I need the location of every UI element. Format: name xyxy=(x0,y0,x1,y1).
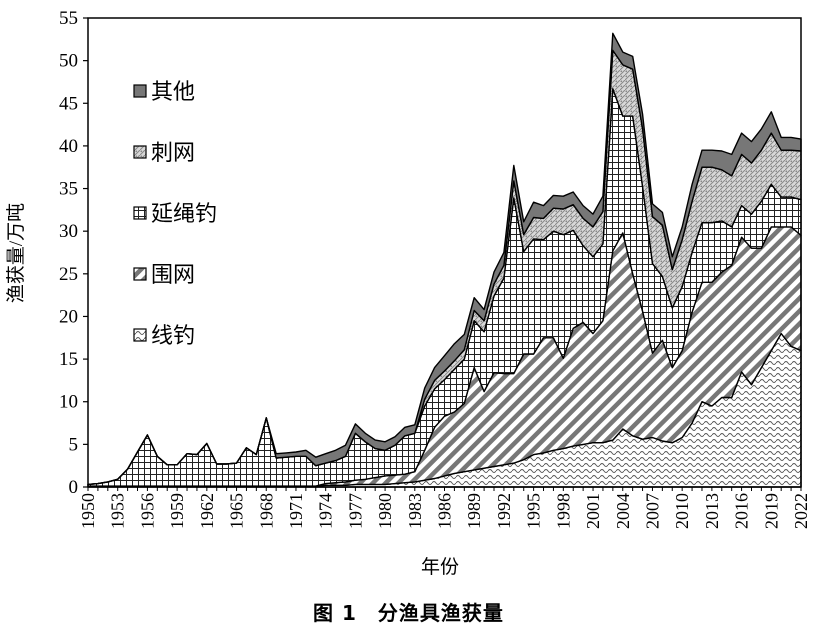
y-tick-label: 30 xyxy=(59,221,78,242)
legend-swatch xyxy=(133,84,147,98)
y-tick-label: 25 xyxy=(59,264,78,285)
legend-label: 围网 xyxy=(151,262,195,287)
x-tick-label: 1992 xyxy=(494,493,514,529)
y-tick-label: 5 xyxy=(69,434,79,455)
legend-label: 线钓 xyxy=(151,323,195,348)
legend-swatch xyxy=(133,145,147,159)
x-tick-label: 1983 xyxy=(405,493,425,529)
x-tick-label: 1971 xyxy=(286,493,306,529)
x-axis-label: 年份 xyxy=(421,556,459,578)
x-tick-label: 1974 xyxy=(316,493,336,529)
x-tick-label: 1959 xyxy=(167,493,187,529)
y-tick-label: 40 xyxy=(59,136,78,157)
x-tick-label: 1965 xyxy=(227,493,247,529)
y-tick-label: 15 xyxy=(59,349,78,370)
x-tick-label: 2013 xyxy=(702,493,722,529)
x-tick-label: 1962 xyxy=(197,493,217,529)
x-tick-label: 1989 xyxy=(464,493,484,529)
x-tick-label: 2007 xyxy=(643,493,663,529)
x-tick-label: 1956 xyxy=(137,493,157,529)
x-tick-label: 2016 xyxy=(732,493,752,529)
legend-label: 延绳钓 xyxy=(151,201,217,226)
y-axis-label: 渔获量/万吨 xyxy=(5,203,27,303)
legend-label: 刺网 xyxy=(151,140,195,165)
y-tick-label: 20 xyxy=(59,306,78,327)
legend-swatch xyxy=(133,206,147,220)
y-tick-label: 10 xyxy=(59,392,78,413)
y-tick-label: 55 xyxy=(59,8,78,29)
x-tick-label: 1977 xyxy=(345,493,365,529)
x-tick-label: 1950 xyxy=(78,493,98,529)
y-tick-label: 45 xyxy=(59,93,78,114)
x-tick-label: 1953 xyxy=(108,493,128,529)
legend-swatch xyxy=(133,267,147,281)
x-tick-label: 1968 xyxy=(256,493,276,529)
axes: 0 5 10 15 20 25 30 35 40 45 50 55 1950 1953 1956 1959 19… xyxy=(59,8,811,529)
y-tick-label: 50 xyxy=(59,51,78,72)
x-tick-label: 1986 xyxy=(435,493,455,529)
y-tick-label: 35 xyxy=(59,179,78,200)
legend-label: 其他 xyxy=(151,79,195,104)
figure-caption: 图 1 分渔具渔获量 xyxy=(313,601,504,625)
x-tick-label: 2010 xyxy=(672,493,692,529)
x-tick-label: 2001 xyxy=(583,493,603,529)
x-tick-label: 2004 xyxy=(613,493,633,529)
y-tick-label: 0 xyxy=(69,477,79,498)
x-tick-label: 2019 xyxy=(761,493,781,529)
x-tick-label: 1998 xyxy=(553,493,573,529)
x-tick-label: 2022 xyxy=(791,493,811,529)
x-tick-label: 1980 xyxy=(375,493,395,529)
legend-swatch xyxy=(133,328,147,342)
x-tick-label: 1995 xyxy=(524,493,544,529)
